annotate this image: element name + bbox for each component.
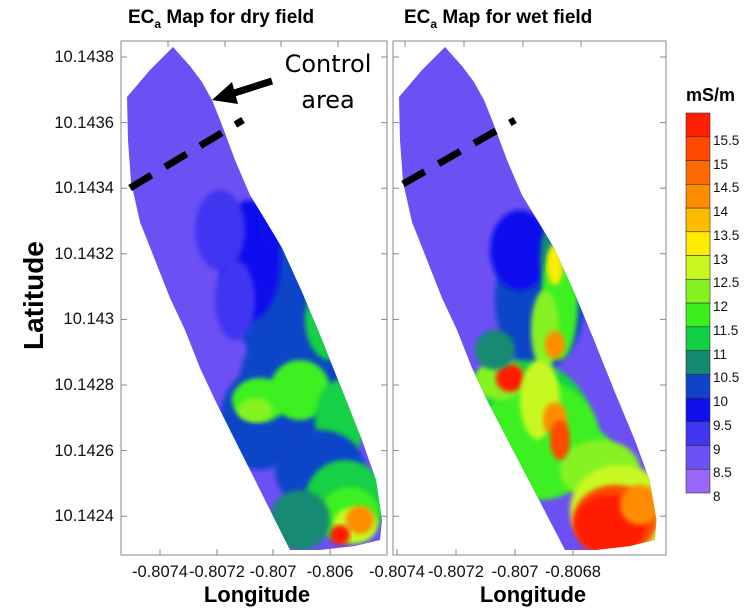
contour-region (237, 398, 273, 422)
contour-region (300, 190, 340, 310)
x-tick-label: -0.806 (306, 563, 354, 581)
colorbar-segment (685, 183, 711, 209)
dry-map-frame (120, 40, 388, 556)
colorbar-tick-label: 9.5 (713, 417, 732, 433)
colorbar-tick-label: 9 (713, 441, 721, 457)
wet-field-map (399, 47, 657, 550)
colorbar-tick-label: 10.5 (713, 370, 740, 386)
x-axis-label-wet: Longitude (479, 582, 587, 607)
colorbar-segment (685, 112, 711, 138)
colorbar-tick-label: 8.5 (713, 465, 732, 481)
annotation-area: area (301, 86, 355, 114)
y-tick-label: 10.1424 (54, 507, 114, 526)
colorbar-tick-label: 15.5 (713, 132, 740, 148)
y-tick-label: 10.1434 (54, 179, 114, 198)
y-tick-label: 10.1432 (54, 244, 114, 263)
contour-region (270, 490, 330, 550)
colorbar-segment (685, 421, 711, 446)
colorbar-segment (685, 136, 711, 161)
colorbar-segment (685, 207, 711, 233)
contour-region (346, 506, 374, 534)
contour-region (330, 525, 350, 545)
colorbar-segment (685, 231, 711, 256)
y-tick-label: 10.1428 (54, 376, 114, 394)
colorbar-tick-label: 10 (713, 394, 729, 409)
colorbar-tick-label: 12.5 (713, 275, 740, 291)
colorbar-segment (685, 468, 711, 494)
x-tick-label: -0.8068 (545, 563, 601, 581)
colorbar-tick-label: 12 (713, 299, 729, 314)
y-tick-label: 10.1436 (54, 113, 114, 132)
contour-region (545, 331, 565, 359)
dry-field-map (127, 47, 382, 550)
colorbar-unit: mS/m (686, 85, 736, 105)
contour-region (547, 245, 563, 285)
contour-region (475, 330, 515, 370)
wet-map-title: ECa Map for wet field (404, 7, 593, 31)
x-axis-label-dry: Longitude (203, 582, 311, 607)
contour-region (620, 485, 657, 525)
contour-region (496, 364, 524, 392)
contour-region (490, 210, 550, 290)
colorbar (685, 112, 711, 494)
colorbar-tick-label: 14.5 (713, 180, 740, 196)
wet-map-frame (392, 40, 667, 556)
annotation-control: Control (284, 50, 372, 78)
x-tick-label: -0.8074 (132, 563, 188, 581)
colorbar-tick-label: 8 (713, 489, 721, 504)
x-tick-label: -0.8072 (189, 563, 245, 581)
colorbar-segment (685, 255, 711, 280)
contour-region (550, 420, 570, 460)
colorbar-tick-label: 14 (713, 204, 729, 219)
control-boundary-wet (401, 116, 517, 188)
x-tick-label: -0.8074 (369, 563, 425, 581)
colorbar-segment (685, 350, 711, 375)
y-tick-label: 10.1438 (54, 48, 114, 66)
x-tick-label: -0.807 (491, 563, 539, 581)
colorbar-segment (685, 302, 711, 328)
colorbar-segment (685, 160, 711, 185)
contour-region (195, 190, 245, 270)
contour-region (305, 280, 355, 360)
colorbar-segment (685, 373, 711, 399)
colorbar-segment (685, 326, 711, 351)
control-boundary-dry (128, 117, 245, 191)
colorbar-tick-label: 15 (713, 156, 729, 172)
x-tick-label: -0.807 (249, 563, 297, 581)
y-axis-label: Latitude (18, 241, 49, 350)
colorbar-tick-label: 13 (713, 251, 729, 267)
y-tick-label: 10.143 (63, 310, 114, 329)
contour-region (460, 410, 500, 470)
contour-region (215, 260, 255, 340)
colorbar-segment (685, 445, 711, 470)
x-tick-label: -0.8072 (428, 563, 484, 581)
colorbar-tick-label: 13.5 (713, 227, 740, 243)
colorbar-segment (685, 278, 711, 304)
y-tick-label: 10.1426 (54, 441, 114, 460)
colorbar-segment (685, 397, 711, 423)
contour-region (258, 190, 282, 250)
dry-map-title: ECa Map for dry field (128, 7, 315, 31)
arrow-icon (212, 77, 274, 104)
colorbar-tick-label: 11 (713, 346, 728, 362)
colorbar-tick-label: 11.5 (713, 322, 739, 338)
